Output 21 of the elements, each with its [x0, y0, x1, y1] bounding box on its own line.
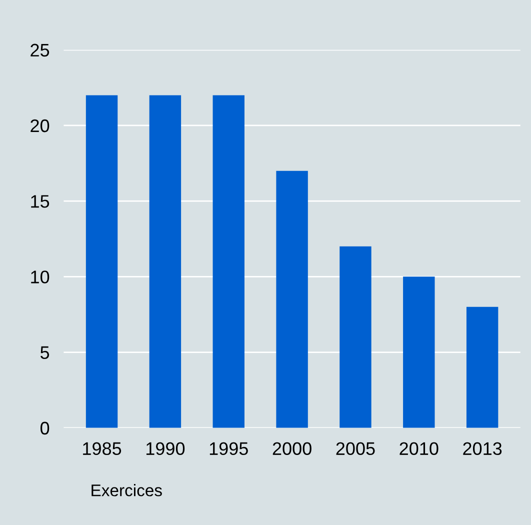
bar	[403, 276, 435, 428]
x-tick-label: 1990	[146, 442, 185, 456]
bar	[466, 306, 498, 428]
x-tick-label: 1985	[83, 442, 122, 456]
x-axis-title: Exercices	[92, 484, 162, 496]
bar	[212, 95, 244, 428]
y-tick-label: 0	[40, 422, 50, 435]
y-tick-label: 5	[40, 346, 50, 359]
bar	[276, 170, 308, 428]
y-tick-label: 20	[30, 119, 50, 132]
y-tick-label: 15	[31, 195, 50, 208]
x-tick-label: 2010	[400, 442, 438, 456]
x-tick-label: 2005	[336, 442, 375, 456]
y-tick-label: 10	[31, 270, 50, 284]
bar	[149, 95, 182, 428]
x-tick-label: 2013	[463, 442, 502, 456]
bar	[86, 95, 118, 428]
y-tick-label: 25	[30, 44, 50, 57]
x-tick-label: 1995	[210, 442, 248, 456]
x-tick-label: 2000	[272, 442, 312, 456]
bar	[340, 246, 372, 428]
